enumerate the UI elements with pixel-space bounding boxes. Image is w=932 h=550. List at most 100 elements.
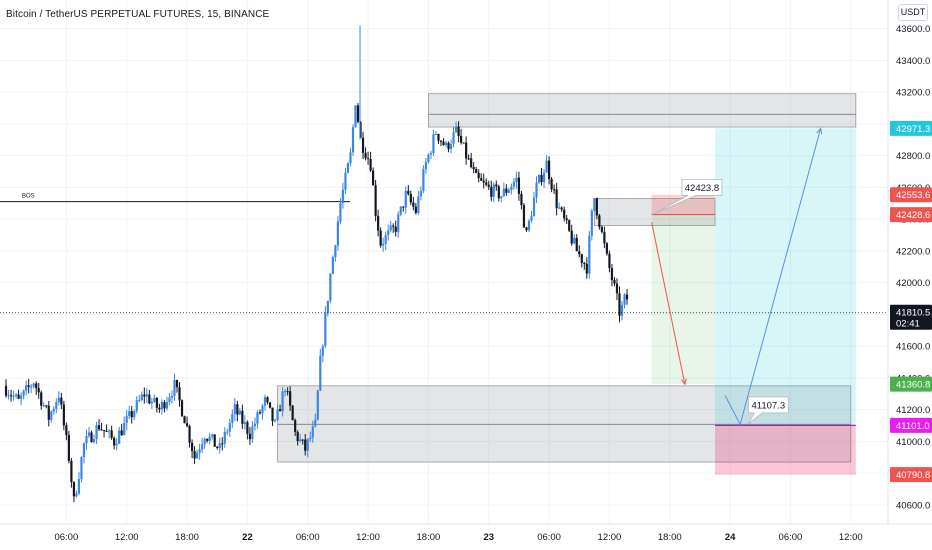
candle-body [600,227,603,232]
candle [565,215,568,225]
candle-body [35,383,38,389]
candle-body [321,346,324,356]
candle-body [346,163,350,173]
candle-body [432,134,435,154]
candle [535,176,538,203]
candle [605,242,609,256]
candle [82,442,86,464]
candle [553,184,556,194]
candle-body [228,422,231,432]
callout-42423-box [652,178,723,215]
candle [208,432,211,445]
candle [221,437,224,451]
candle [532,192,536,217]
candle [613,277,616,287]
candle [399,206,402,217]
candle-body [364,152,367,159]
candle-body [434,133,438,135]
candle-body [92,439,96,443]
candle-body [392,225,395,227]
candle-body [155,398,158,408]
candle-body [542,172,546,183]
candle-body [125,416,128,423]
candle-body [470,158,473,168]
candle [424,158,427,174]
candle-body [447,142,450,150]
candle-body [522,205,526,228]
current-price-value: 41810.5 [896,308,930,319]
candle [37,382,40,399]
candle-body [50,411,53,420]
candle-body [339,203,342,222]
candle [92,434,96,444]
candle-body [520,193,523,206]
candle [115,438,118,451]
candle-body [150,401,153,404]
candle-body [437,133,440,141]
long-projection-arrow-head [816,127,823,135]
long-projection-arrow [724,128,822,426]
candle-body [100,429,103,431]
candle [170,390,174,404]
candle [173,373,176,401]
candle [404,186,407,214]
candle-body [500,196,503,199]
candle-body [9,395,13,397]
candle [457,121,460,143]
candle [439,140,443,147]
candle [324,306,327,349]
candle [100,422,103,431]
candle-body [492,184,495,197]
candle-body [102,429,106,431]
candle [608,250,611,273]
candle-body [266,397,269,403]
candle [145,388,148,404]
candle [201,437,204,453]
candle [432,129,435,156]
candle [547,156,551,185]
candle-body [258,412,262,414]
candle-body [336,221,340,246]
candle-body [530,216,533,221]
candle-body [133,411,136,418]
candle-body [465,142,468,159]
candle-body [399,206,402,215]
candle [178,382,181,407]
candle [351,124,355,156]
candle [304,433,307,456]
candle-body [165,402,169,409]
candle [256,410,259,429]
candle-body [588,235,591,274]
candle [268,402,272,409]
time-tick-label: 06:00 [296,532,320,543]
candle-body [208,436,211,441]
candle [236,400,239,422]
candle-body [379,230,382,246]
candle [291,404,294,421]
candle [22,389,25,400]
candle-body [419,190,422,197]
candle-body [407,190,410,195]
candle-body [424,162,427,170]
candle-body [605,243,609,254]
candle [530,210,533,223]
candle-body [331,257,334,274]
candle-body [369,158,372,171]
candle-body [37,388,40,393]
time-axis-background [0,524,932,550]
candle-body [170,395,174,398]
candle [344,167,347,195]
candle [427,153,430,164]
candle [372,167,375,186]
candle-body [30,386,33,388]
candle [558,202,561,210]
candle [163,399,166,413]
candle [241,404,244,429]
candle-body [397,214,400,232]
candle-body [490,186,493,197]
candle [57,391,60,406]
candle-body [417,196,420,213]
candle-body [414,206,417,213]
currency-selector-button[interactable]: USDT [898,4,928,21]
